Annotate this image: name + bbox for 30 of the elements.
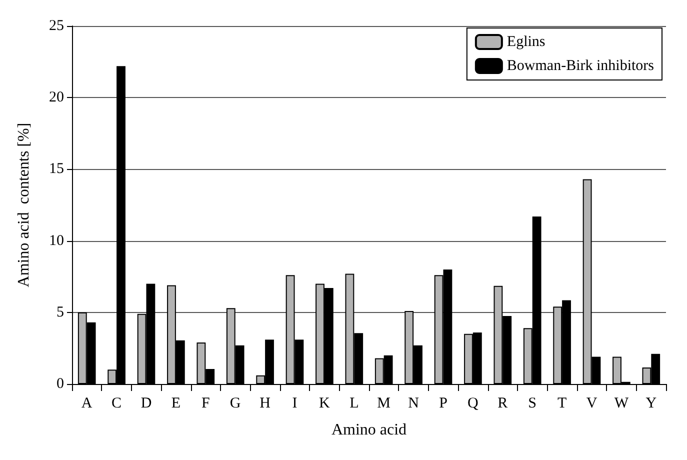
x-tick-label: I <box>292 396 298 412</box>
legend-label: Bowman-Birk inhibitors <box>506 58 654 74</box>
y-tick-label: 0 <box>56 376 64 392</box>
x-tick-label: P <box>439 396 448 412</box>
x-tick-label: V <box>586 396 598 412</box>
x-axis-title: Amino acid <box>331 422 407 438</box>
x-tick-label: K <box>319 396 330 412</box>
x-tick-label: N <box>408 396 420 412</box>
y-tick-label: 20 <box>49 90 64 106</box>
x-tick-label: E <box>171 396 181 412</box>
y-tick-label: 10 <box>49 232 64 249</box>
x-tick-label: T <box>557 396 567 412</box>
x-tick-label: D <box>140 396 152 412</box>
x-tick-label: Y <box>646 396 657 412</box>
x-tick-label: C <box>112 396 122 412</box>
y-tick-label: 15 <box>49 161 64 178</box>
x-tick-label: Q <box>468 396 479 412</box>
x-tick-label: S <box>528 396 537 412</box>
x-tick-label: M <box>377 396 391 412</box>
x-tick-label: A <box>81 396 92 412</box>
x-tick-label: W <box>614 396 630 412</box>
x-tick-label: H <box>260 396 271 412</box>
legend-label: Eglins <box>506 34 546 50</box>
y-tick-label: 25 <box>49 18 64 34</box>
x-tick-label: F <box>201 396 210 412</box>
y-tick-label: 5 <box>56 304 64 320</box>
x-tick-label: R <box>498 396 508 412</box>
y-axis-title: Amino acid contents [%] <box>16 122 32 288</box>
x-tick-label: G <box>230 396 241 412</box>
x-tick-label: L <box>350 396 359 412</box>
